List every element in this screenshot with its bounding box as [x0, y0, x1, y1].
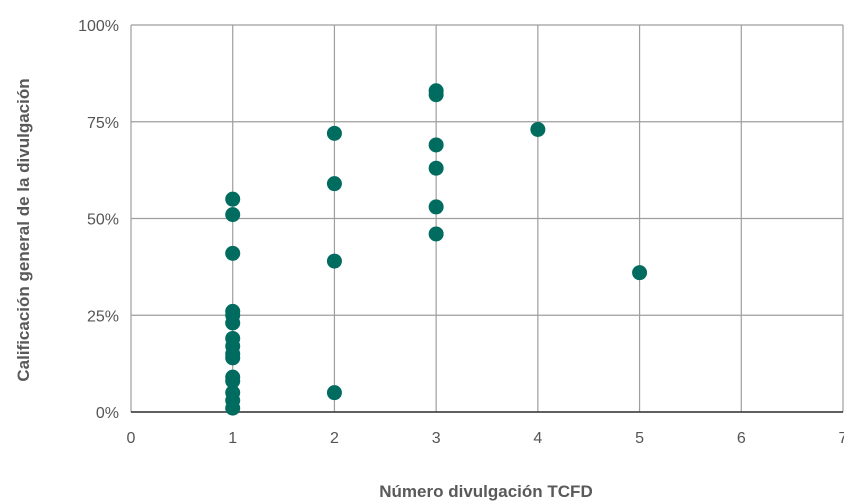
y-axis-title: Calificación general de la divulgación [14, 78, 33, 381]
x-tick-label: 6 [737, 430, 746, 447]
y-tick-label: 100% [78, 18, 119, 35]
tick-labels: 0 1 2 3 4 5 6 7 0% 25% 50% 75% 100% [78, 18, 844, 447]
data-point [428, 160, 444, 176]
data-point [225, 315, 241, 331]
data-points [225, 83, 648, 416]
y-tick-label: 25% [87, 308, 119, 325]
data-point [225, 400, 241, 416]
x-tick-label: 0 [127, 430, 136, 447]
data-point [530, 121, 546, 137]
x-tick-label: 1 [228, 430, 237, 447]
x-axis-title: Número divulgación TCFD [379, 482, 592, 501]
x-tick-label: 7 [839, 430, 844, 447]
x-tick-label: 2 [330, 430, 339, 447]
data-point [326, 253, 342, 269]
grid [130, 24, 844, 413]
data-point [225, 207, 241, 223]
x-tick-label: 3 [432, 430, 441, 447]
data-point [326, 385, 342, 401]
data-point [428, 137, 444, 153]
data-point [326, 176, 342, 192]
data-point [632, 265, 648, 281]
x-tick-label: 5 [635, 430, 644, 447]
y-tick-label: 50% [87, 212, 119, 229]
data-point [428, 87, 444, 103]
data-point [225, 373, 241, 389]
data-point [225, 191, 241, 207]
data-point [428, 199, 444, 215]
data-point [225, 245, 241, 261]
data-point [225, 350, 241, 366]
data-point [428, 226, 444, 242]
x-tick-label: 4 [533, 430, 542, 447]
y-tick-label: 0% [96, 405, 119, 422]
data-point [326, 125, 342, 141]
y-tick-label: 75% [87, 115, 119, 132]
